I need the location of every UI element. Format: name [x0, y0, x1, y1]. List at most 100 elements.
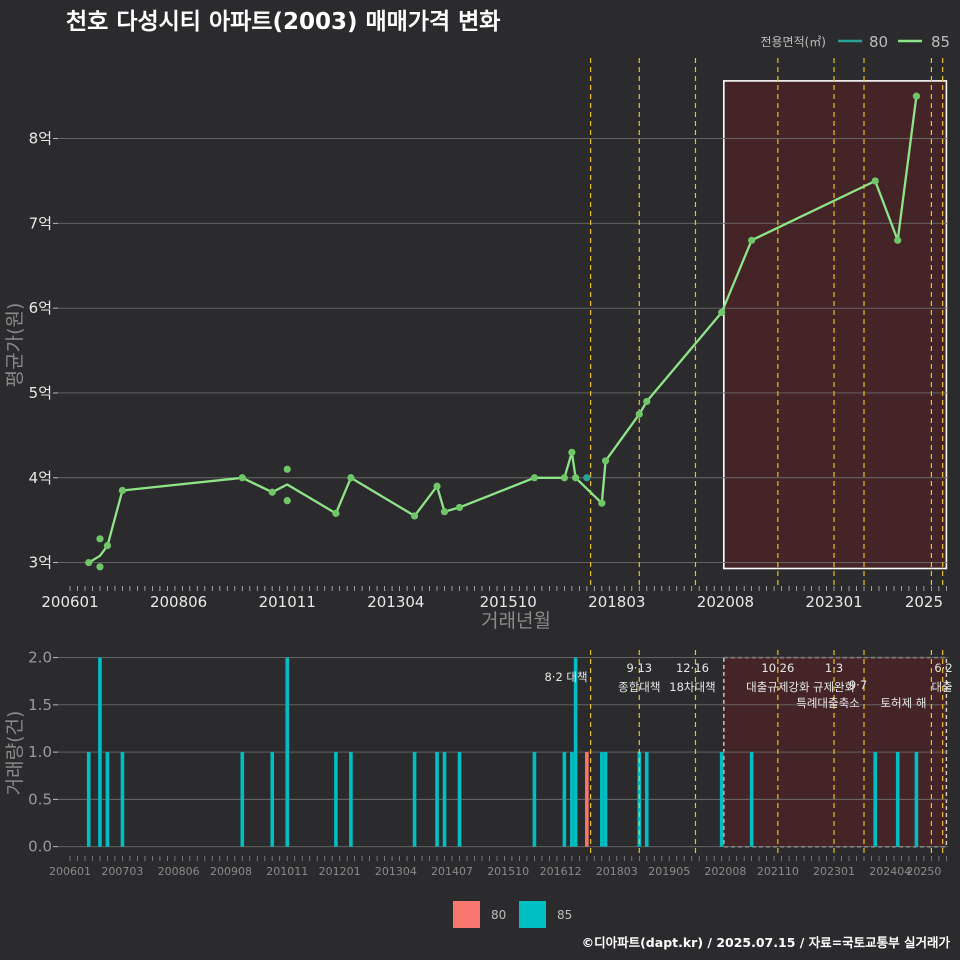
volume-bar-85 [98, 657, 102, 847]
legend-label-80: 80 [869, 33, 888, 51]
y-tick-label: 3억 [29, 554, 52, 572]
y-tick-label: 0.0 [28, 838, 52, 856]
volume-bar-85 [435, 752, 439, 847]
price-point-85 [440, 508, 449, 516]
price-policy-lines [589, 58, 944, 586]
volume-bar-85 [644, 752, 649, 847]
x-tick-label: 201011 [266, 865, 308, 878]
price-point-85 [572, 474, 580, 482]
price-point-85 [598, 499, 606, 507]
policy-label-name: 대출규제강화 [746, 680, 810, 694]
policy-label-date: 9·7 [849, 678, 867, 692]
price-point-85 [332, 509, 340, 517]
volume-bar-80 [585, 752, 589, 847]
y-tick-label: 4억 [29, 469, 52, 487]
volume-bar-85 [270, 752, 275, 847]
price-point-85 [268, 488, 276, 496]
x-tick-label: 200806 [158, 865, 200, 878]
policy-label-date: 8·2 대책 [544, 670, 587, 684]
policy-label-name: 종합대책 [618, 680, 660, 694]
volume-bar-85 [532, 752, 537, 847]
volume-bar-85 [457, 752, 462, 847]
x-tick-label: 202008 [697, 593, 754, 611]
x-tick-label: 200703 [101, 865, 143, 878]
x-tick-label: 202404 [869, 865, 911, 878]
volume-bar-85 [334, 752, 338, 847]
volume-bar-85 [86, 752, 91, 847]
policy-annotations: 8·2 대책 9·13 종합대책 12·16 18차대책 10·26 대출규제강화 1·3 규제… [544, 661, 952, 710]
price-point-85 [96, 535, 104, 543]
y-tick-label: 0.5 [28, 790, 52, 808]
volume-bar-85 [603, 752, 608, 847]
price-point-85 [347, 474, 355, 482]
price-axes: 3억 4억 5억 6억 7억 8억 200601 200806 201011 201304 2015… [29, 130, 947, 611]
chart-title: 천호 다성시티 아파트(2003) 매매가격 변화 [66, 9, 500, 35]
volume-bar-85 [573, 657, 578, 847]
bar-legend: 80 85 [453, 901, 572, 928]
x-tick-label: 202008 [704, 865, 746, 878]
price-x-axis-label: 거래년월 [481, 610, 551, 632]
policy-label-date: 10·26 [761, 661, 794, 675]
volume-bar-85 [285, 657, 290, 847]
policy-label-name: 규제완화 [813, 680, 856, 694]
price-line-85 [88, 96, 918, 564]
bar-legend-label-85: 85 [557, 908, 572, 922]
policy-label-name: 특례대출축소 [796, 696, 859, 710]
y-tick-label: 5억 [29, 384, 52, 402]
volume-bars [86, 657, 919, 847]
volume-bar-85 [442, 752, 447, 847]
x-tick-label: 201011 [259, 593, 316, 611]
policy-label-date: 12·16 [676, 661, 709, 675]
price-point-85 [894, 236, 902, 244]
x-tick-label: 200806 [150, 593, 207, 611]
volume-bar-85 [895, 752, 900, 847]
price-point-85 [718, 308, 726, 316]
price-point-85 [85, 558, 93, 567]
y-tick-label: 6억 [29, 299, 52, 317]
policy-label-name: 토허제 해 [880, 696, 926, 710]
x-tick-label: 201510 [480, 593, 537, 611]
volume-axes: 0.0 0.5 1.0 1.5 2.0 200601 200703 200806 200908 2… [28, 649, 947, 878]
price-point-85 [635, 410, 643, 418]
volume-bar-85 [120, 752, 125, 847]
volume-y-axis-label: 거래량(건) [4, 711, 26, 796]
legend-label-85: 85 [931, 33, 950, 51]
price-point-85 [560, 474, 568, 482]
volume-bar-85 [105, 752, 110, 847]
price-y-axis-label: 평균가(원) [4, 303, 26, 388]
legend: 전용면적(㎡) 80 85 [760, 33, 950, 51]
price-point-85 [118, 486, 127, 495]
y-tick-label: 7억 [29, 214, 52, 232]
y-tick-label: 2.0 [28, 649, 52, 667]
bar-legend-key-80 [453, 901, 480, 928]
volume-bar-85 [873, 752, 878, 847]
x-tick-label: 200601 [41, 593, 98, 611]
x-tick-label: 201803 [596, 865, 638, 878]
x-tick-label: 201612 [540, 865, 582, 878]
policy-label-date: 1·3 [825, 661, 843, 675]
policy-label-date: 6·2 [934, 661, 952, 675]
x-tick-label: 200908 [210, 865, 252, 878]
volume-bar-85 [570, 752, 574, 847]
price-point-85 [410, 512, 419, 520]
volume-gridlines [58, 657, 948, 848]
price-point-85 [96, 563, 104, 571]
price-point-85 [643, 397, 651, 406]
x-tick-label: 202301 [805, 593, 862, 611]
x-tick-label: 201905 [648, 865, 690, 878]
x-tick-label: 201803 [588, 593, 645, 611]
volume-bar-85 [240, 752, 245, 847]
x-minor-ticks [69, 856, 947, 861]
bar-legend-label-80: 80 [491, 908, 506, 922]
price-point-80 [583, 474, 591, 482]
volume-bar-85 [914, 752, 919, 847]
x-tick-label: 2025 [905, 593, 943, 611]
y-tick-label: 8억 [29, 130, 52, 148]
x-tick-label: 201510 [487, 865, 529, 878]
volume-bar-85 [637, 752, 642, 847]
y-tick-label: 1.0 [28, 743, 52, 761]
price-point-85 [568, 448, 576, 456]
price-point-85 [530, 474, 539, 482]
price-point-85 [238, 474, 246, 482]
